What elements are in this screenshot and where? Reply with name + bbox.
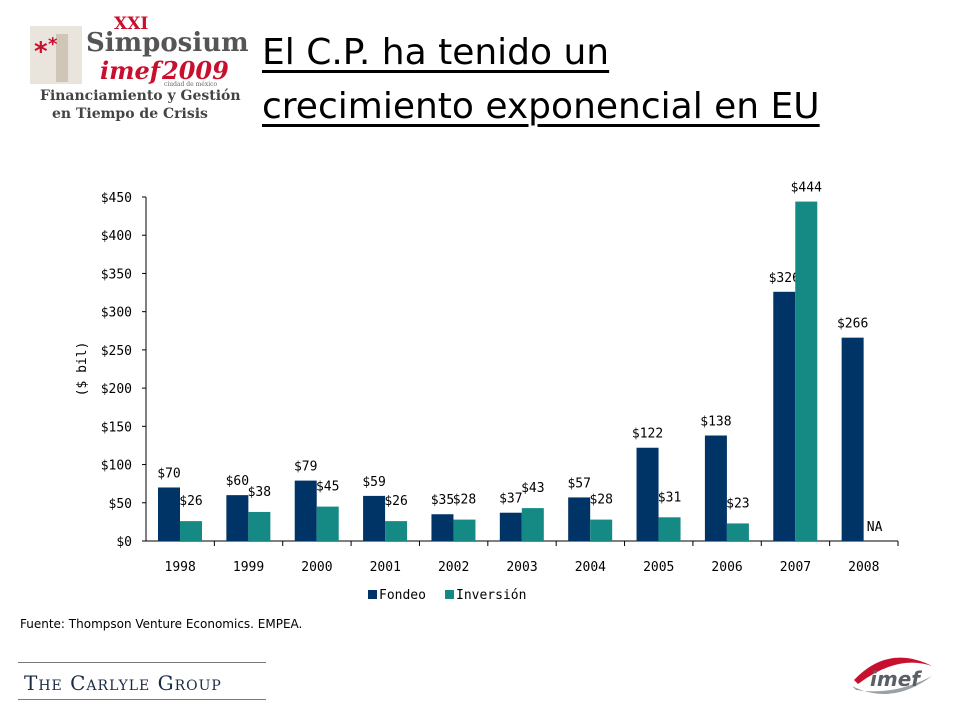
data-label: $60 (226, 474, 249, 489)
y-tick-label: $350 (101, 267, 132, 282)
bar-fondeo (704, 435, 727, 541)
y-tick-label: $300 (101, 306, 132, 321)
y-tick-label: $250 (101, 344, 132, 359)
imef-logo: imef (852, 657, 932, 694)
bar-inversión (590, 519, 613, 541)
legend-swatch-fondeo (368, 590, 377, 599)
legend-swatch-inversión (445, 590, 454, 599)
y-tick-label: $50 (109, 497, 132, 512)
data-label: $43 (521, 481, 544, 496)
x-tick-label: 2008 (848, 560, 879, 575)
y-tick-label: $400 (101, 229, 132, 244)
logo-edition: XXI (114, 14, 149, 34)
bar-inversión (795, 201, 818, 541)
data-label: $138 (700, 415, 731, 430)
x-tick-label: 2005 (643, 560, 674, 575)
x-tick-label: 2001 (370, 560, 401, 575)
x-tick-label: 2006 (711, 560, 742, 575)
data-label: $326 (769, 271, 800, 286)
carlyle-logo-text: The Carlyle Group (24, 671, 222, 695)
legend-label: Inversión (456, 588, 526, 603)
x-tick-label: 2003 (506, 560, 537, 575)
title-line-1: El C.P. ha tenido un (262, 32, 610, 73)
x-tick-label: 2004 (575, 560, 606, 575)
data-label: $70 (157, 466, 180, 481)
x-tick-label: 2007 (780, 560, 811, 575)
bar-inversión (385, 521, 408, 541)
logo-city: ciudad de méxico (164, 81, 218, 88)
bar-fondeo (363, 495, 386, 541)
data-label: $26 (179, 494, 202, 509)
data-label: NA (867, 520, 883, 535)
bar-fondeo (431, 514, 454, 541)
data-label: $23 (726, 496, 749, 511)
bar-fondeo (226, 495, 249, 541)
y-tick-label: $0 (116, 535, 132, 550)
bar-fondeo (773, 291, 796, 541)
data-label: $28 (453, 493, 476, 508)
x-tick-label: 2002 (438, 560, 469, 575)
bar-fondeo (294, 480, 317, 541)
data-label: $26 (384, 494, 407, 509)
bar-inversión (521, 508, 544, 541)
bar-inversión (248, 511, 271, 541)
carlyle-logo: The Carlyle Group (18, 662, 266, 700)
bar-fondeo (158, 487, 180, 541)
logo-tagline-1: Financiamiento y Gestión (40, 88, 241, 104)
x-tick-label: 1999 (233, 560, 264, 575)
bar-inversión (180, 521, 202, 541)
data-label: $45 (316, 480, 339, 495)
data-label: $57 (567, 476, 590, 491)
simposium-logo: * * XXI Simposium imef 2009 ciudad de mé… (30, 14, 249, 126)
bar-inversión (658, 517, 681, 541)
logo-brand: imef (100, 56, 161, 85)
bar-fondeo (841, 337, 864, 541)
bar-fondeo (636, 447, 659, 541)
data-label: $59 (362, 475, 385, 490)
logo-name: Simposium (86, 28, 249, 58)
y-tick-label: $150 (101, 420, 132, 435)
data-label: $266 (837, 317, 868, 332)
data-label: $35 (431, 493, 454, 508)
svg-text:*: * (34, 37, 48, 67)
page-title: El C.P. ha tenido un crecimiento exponen… (262, 26, 942, 134)
data-label: $79 (294, 460, 317, 475)
bar-inversión (453, 519, 476, 541)
data-label: $31 (658, 490, 681, 505)
data-label: $28 (589, 493, 612, 508)
title-line-2: crecimiento exponencial en EU (262, 86, 820, 127)
x-tick-label: 1998 (165, 560, 196, 575)
data-label: $37 (499, 492, 522, 507)
y-tick-label: $450 (101, 191, 132, 206)
data-label: $444 (791, 181, 822, 196)
y-axis-title: ($ bil) (75, 342, 90, 397)
bar-inversión (316, 506, 339, 541)
data-label: $122 (632, 427, 663, 442)
imef-logo-text: imef (870, 667, 922, 691)
x-tick-label: 2000 (301, 560, 332, 575)
data-label: $38 (248, 485, 271, 500)
y-tick-label: $100 (101, 459, 132, 474)
bar-inversión (726, 523, 749, 541)
bar-fondeo (499, 512, 522, 541)
logo-tagline-2: en Tiempo de Crisis (52, 106, 208, 122)
logo-graphic: * * (30, 26, 82, 84)
source-note: Fuente: Thompson Venture Economics. EMPE… (20, 617, 303, 631)
logo-year: 2009 (162, 56, 229, 85)
svg-text:*: * (48, 34, 58, 55)
bar-fondeo (568, 497, 591, 541)
legend-label: Fondeo (379, 588, 426, 603)
y-tick-label: $200 (101, 382, 132, 397)
